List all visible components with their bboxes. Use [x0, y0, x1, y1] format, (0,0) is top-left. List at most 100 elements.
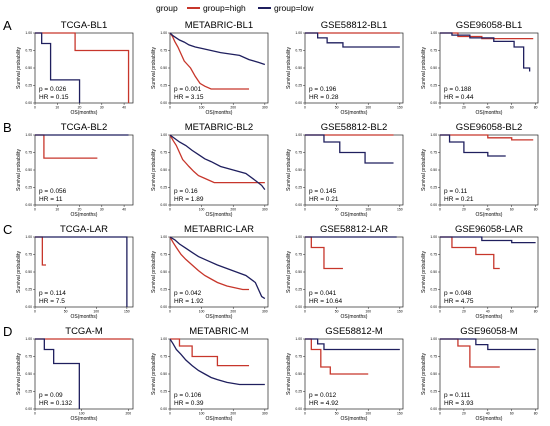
x-tick-label: 0 [169, 310, 171, 314]
x-tick-label: 40 [122, 106, 126, 110]
x-axis-label: OS(months) [476, 110, 503, 116]
x-tick-label: 80 [534, 412, 538, 416]
x-axis-label: OS(months) [476, 314, 503, 320]
y-axis-label: Survival probability [151, 47, 157, 89]
y-tick-label: 0.75 [430, 49, 437, 53]
x-tick-label: 0 [169, 208, 171, 212]
x-axis-label: OS(months) [341, 314, 368, 320]
panel-title: TCGA-BL1 [61, 20, 107, 31]
y-tick-label: 0.50 [295, 372, 302, 376]
panel-title: METABRIC-BL1 [185, 20, 253, 31]
curve-group-high [169, 134, 265, 184]
x-tick-label: 0 [439, 412, 441, 416]
y-tick-label: 0.50 [25, 372, 32, 376]
p-value-label: p = 0.041 [309, 290, 337, 297]
hazard-ratio-label: HR = 10.64 [309, 298, 342, 305]
y-tick-label: 0.25 [25, 84, 32, 88]
y-tick-label: 0.00 [160, 407, 167, 411]
legend-label-low: group=low [274, 3, 314, 13]
x-tick-label: 20 [462, 106, 466, 110]
y-axis-label: Survival probability [421, 353, 427, 395]
x-tick-label: 0 [34, 310, 36, 314]
x-tick-label: 0 [439, 106, 441, 110]
y-tick-label: 0.75 [160, 355, 167, 359]
y-tick-label: 0.25 [430, 390, 437, 394]
x-tick-label: 80 [534, 106, 538, 110]
hazard-ratio-label: HR = 3.93 [444, 400, 474, 407]
curve-group-low [440, 134, 506, 157]
x-axis-label: OS(months) [341, 212, 368, 218]
y-axis-label: Survival probability [16, 353, 22, 395]
x-tick-label: 20 [78, 106, 82, 110]
panel-gse96058-lar: GSE96058-LAR 0.00 0.25 0.50 0.75 1.00 0 20 40 60 8… [421, 224, 539, 320]
panel-tcga-m: TCGA-M 0.00 0.25 0.50 0.75 1.00 0 100 200 Surviva… [16, 326, 134, 422]
x-tick-label: 20 [462, 412, 466, 416]
x-tick-label: 100 [199, 106, 205, 110]
x-tick-label: 200 [230, 106, 236, 110]
hazard-ratio-label: HR = 11 [39, 196, 63, 203]
row-label-b: B [3, 120, 12, 135]
hazard-ratio-label: HR = 0.132 [39, 400, 72, 407]
hazard-ratio-label: HR = 7.5 [39, 298, 65, 305]
curve-group-high [440, 236, 500, 270]
y-tick-label: 0.00 [430, 203, 437, 207]
curve-group-high [35, 134, 98, 159]
x-tick-label: 200 [125, 412, 131, 416]
y-tick-label: 0.50 [160, 66, 167, 70]
panel-title: METABRIC-M [189, 326, 249, 337]
row-label-a: A [3, 18, 12, 33]
y-tick-label: 0.00 [160, 305, 167, 309]
y-tick-label: 0.00 [295, 305, 302, 309]
x-tick-label: 0 [169, 412, 171, 416]
x-axis-label: OS(months) [341, 110, 368, 116]
panel-tcga-bl2: TCGA-BL2 0.00 0.25 0.50 0.75 1.00 0 10 20 30 40 Sur… [16, 122, 134, 218]
y-axis-label: Survival probability [151, 353, 157, 395]
y-tick-label: 0.50 [160, 168, 167, 172]
y-tick-label: 0.25 [295, 84, 302, 88]
panel-title: TCGA-M [65, 326, 103, 337]
y-tick-label: 0.25 [25, 390, 32, 394]
y-tick-label: 0.25 [25, 186, 32, 190]
y-tick-label: 0.75 [25, 49, 32, 53]
x-tick-label: 0 [304, 310, 306, 314]
panel-title: GSE58812-BL1 [321, 20, 388, 31]
x-tick-label: 60 [510, 310, 514, 314]
panel-title: TCGA-LAR [60, 224, 108, 235]
panel-title: TCGA-BL2 [61, 122, 107, 133]
curve-group-low [440, 32, 531, 72]
hazard-ratio-label: HR = 0.15 [39, 94, 69, 101]
panel-title: METABRIC-LAR [184, 224, 254, 235]
y-axis-label: Survival probability [286, 251, 292, 293]
x-tick-label: 150 [397, 412, 403, 416]
y-tick-label: 0.75 [295, 355, 302, 359]
hazard-ratio-label: HR = 1.92 [174, 298, 204, 305]
x-axis-label: OS(months) [476, 212, 503, 218]
y-tick-label: 1.00 [430, 235, 437, 239]
panel-title: GSE58812-LAR [320, 224, 388, 235]
y-axis-label: Survival probability [286, 149, 292, 191]
y-tick-label: 1.00 [160, 133, 167, 137]
y-axis-label: Survival probability [151, 251, 157, 293]
panel-metabric-m: METABRIC-M 0.00 0.25 0.50 0.75 1.00 0 100 200 300… [151, 326, 269, 422]
x-tick-label: 150 [397, 106, 403, 110]
y-tick-label: 0.75 [295, 253, 302, 257]
x-tick-label: 0 [439, 310, 441, 314]
panels: TCGA-BL1 0.00 0.25 0.50 0.75 1.00 0 10 20 30 40 Sur… [16, 20, 539, 422]
x-tick-label: 100 [365, 106, 371, 110]
y-tick-label: 0.75 [295, 151, 302, 155]
x-tick-label: 300 [262, 310, 268, 314]
hazard-ratio-label: HR = 0.21 [444, 196, 474, 203]
y-tick-label: 1.00 [25, 337, 32, 341]
curve-group-high [305, 338, 369, 375]
panel-gse58812-lar: GSE58812-LAR 0.00 0.25 0.50 0.75 1.00 0 50 100 15… [286, 224, 404, 320]
y-tick-label: 1.00 [25, 133, 32, 137]
y-tick-label: 1.00 [160, 235, 167, 239]
x-tick-label: 60 [510, 208, 514, 212]
y-tick-label: 0.25 [25, 288, 32, 292]
x-tick-label: 40 [486, 106, 490, 110]
x-axis-label: OS(months) [476, 416, 503, 422]
p-value-label: p = 0.056 [39, 188, 67, 195]
y-tick-label: 0.75 [25, 151, 32, 155]
y-tick-label: 0.50 [25, 270, 32, 274]
